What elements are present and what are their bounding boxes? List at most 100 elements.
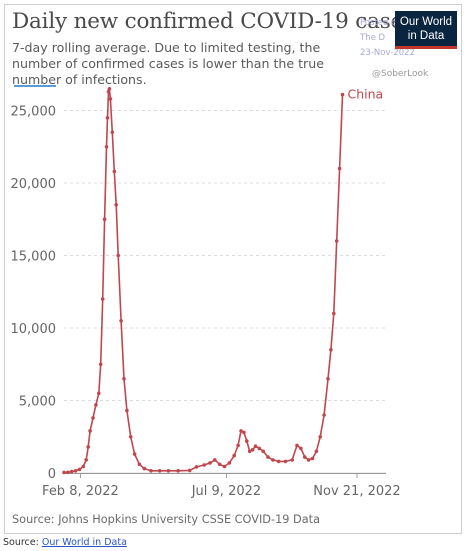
data-point [213,458,217,462]
y-axis: 0 5,000 10,000 15,000 20,000 25,000 [11,105,57,483]
watermark-line3: 23-Nov-2022 [360,48,415,58]
series-layer: China [62,87,383,475]
y-tick-label: 10,000 [11,322,57,337]
y-tick-label: 0 [48,467,56,482]
data-point [253,444,258,449]
data-point [73,469,78,473]
logo-line2: in Data [407,29,445,42]
data-point [86,445,90,449]
data-point [310,456,315,461]
data-point [236,443,240,448]
caption: Source: Our World in Data [3,537,127,548]
watermark-handle: @SoberLook [372,69,429,79]
y-tick-label: 25,000 [11,105,57,120]
data-point [62,470,66,475]
watermark-line1: Posted on [360,18,402,28]
data-point [337,166,342,171]
data-point [81,464,86,469]
data-point [332,311,336,316]
chart-title: Daily new confirmed COVID-19 cases [12,9,414,34]
x-tick-label: Feb 8, 2022 [42,484,119,499]
data-point [91,416,95,420]
x-axis: Feb 8, 2022 Jul 9, 2022 Nov 21, 2022 [42,473,401,499]
data-point [266,455,270,459]
data-point [217,462,222,467]
gridlines [64,110,386,474]
data-point [137,462,142,467]
data-point [283,459,288,464]
source-note: Source: Johns Hopkins University CSSE CO… [12,513,321,526]
data-point [107,87,112,91]
data-point [128,435,133,439]
data-point [108,97,113,101]
data-point [176,469,180,473]
data-point [271,458,275,462]
y-tick-label: 15,000 [11,250,57,265]
data-point [97,391,101,396]
data-point [194,465,199,469]
data-point [98,362,103,367]
watermark: Posted on The D 23-Nov-2022 [360,16,415,61]
data-point [208,461,212,465]
data-point [116,253,120,258]
x-tick-label: Jul 9, 2022 [191,484,261,499]
data-point [340,92,345,97]
y-tick-label: 5,000 [19,395,56,410]
data-point [329,348,333,352]
data-point [202,463,206,467]
series-label-china: China [347,87,383,102]
data-point [119,319,123,323]
owid-link[interactable]: Our World in Data [41,537,127,548]
data-point [295,443,299,448]
data-point [132,452,137,456]
data-point [276,459,281,464]
data-point [125,408,129,413]
data-point [314,449,319,454]
data-point [112,169,117,174]
data-point [247,449,252,454]
data-point [114,203,118,207]
data-point [166,469,171,473]
data-point [100,297,105,301]
tab-indicator [14,85,56,87]
data-point [334,239,339,243]
data-point [232,453,236,458]
caption-prefix: Source: [3,537,42,548]
data-point [149,469,153,473]
data-point [318,435,323,439]
data-point [257,446,262,451]
data-point [142,466,147,471]
y-tick-label: 20,000 [11,177,57,192]
data-point [222,464,227,469]
data-point [105,116,110,120]
data-point [250,448,255,452]
data-point [299,446,303,451]
chart-subtitle: 7-day rolling average. Due to limited te… [12,40,324,87]
watermark-line2: The D [360,33,386,43]
data-point [88,429,92,433]
data-point [187,468,192,473]
data-point [110,130,115,135]
data-point [77,467,82,472]
data-point [326,377,330,381]
data-point [303,455,307,459]
data-point [290,458,295,462]
data-point [94,403,98,407]
data-point [104,145,109,149]
logo-line1: Our World [399,15,453,28]
data-point [261,449,266,454]
data-point [102,217,107,221]
data-point [242,430,246,435]
data-point [322,413,326,417]
data-point [157,469,162,473]
data-point [227,461,232,465]
data-point [69,469,74,474]
chart-frame [4,4,462,534]
data-point [306,458,311,462]
owid-logo[interactable]: Our World in Data [395,11,457,49]
data-point [122,377,126,381]
data-point [106,89,111,94]
data-point [84,458,88,462]
data-point [239,429,243,433]
